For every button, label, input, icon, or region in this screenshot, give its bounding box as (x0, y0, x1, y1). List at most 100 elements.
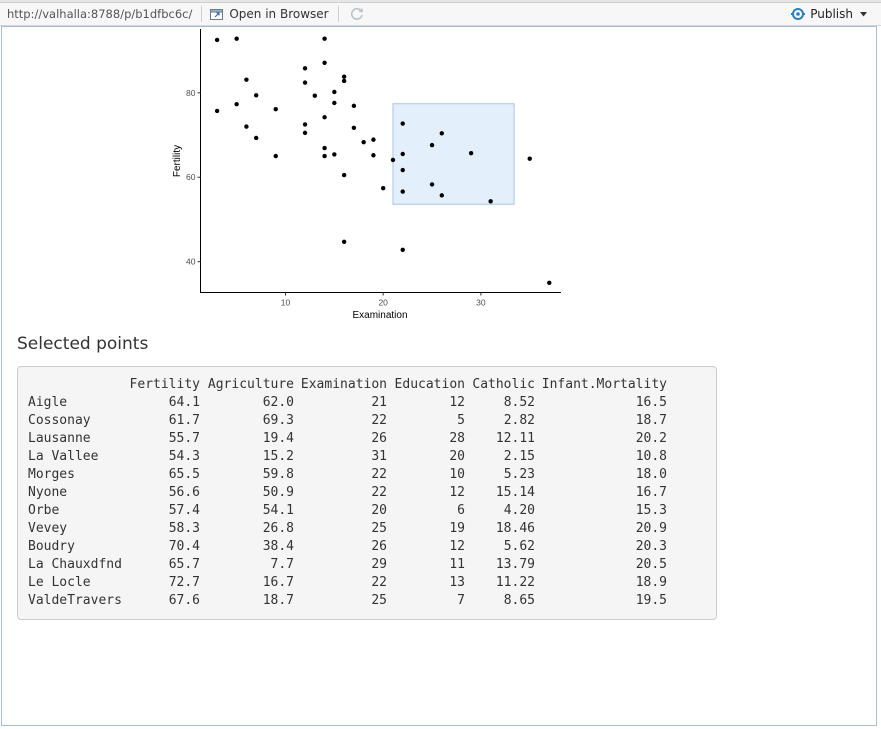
data-point[interactable] (322, 153, 327, 159)
data-point[interactable] (302, 66, 308, 71)
table-cell: 57.4 (168, 503, 200, 518)
data-point[interactable] (253, 93, 259, 98)
data-point[interactable] (214, 108, 220, 114)
table-cell: 19.4 (262, 431, 294, 446)
open-in-browser-label: Open in Browser (229, 7, 329, 21)
x-tick-label: 30 (476, 298, 486, 308)
data-point[interactable] (322, 60, 327, 65)
column-header: Examination (300, 377, 387, 392)
table-cell: Vevey (28, 521, 68, 536)
data-point[interactable] (341, 78, 347, 84)
table-cell: Orbe (28, 503, 60, 518)
table-row: Boudry 70.4 38.4 26 12 5.62 20.3 (28, 538, 716, 556)
url-display: http://valhalla:8788/p/b1dfbc6c/ (7, 7, 193, 21)
open-in-browser-button[interactable]: Open in Browser (210, 7, 329, 21)
data-point[interactable] (351, 103, 357, 109)
table-cell: 19.5 (635, 593, 667, 608)
table-cell: 5.62 (503, 539, 535, 554)
data-point[interactable] (400, 151, 405, 157)
data-point[interactable] (351, 125, 357, 131)
table-cell: 65.7 (168, 557, 200, 572)
data-point[interactable] (253, 135, 259, 141)
y-tick-label: 80 (186, 88, 196, 98)
table-cell: 12.11 (495, 431, 535, 446)
data-point[interactable] (371, 153, 376, 158)
data-point[interactable] (341, 74, 347, 79)
viewer-toolbar: http://valhalla:8788/p/b1dfbc6c/ Open in… (0, 3, 881, 26)
data-point[interactable] (400, 121, 405, 126)
table-cell: 64.1 (168, 395, 200, 410)
table-cell: 12 (449, 539, 465, 554)
table-cell: 54.3 (168, 449, 200, 464)
data-point[interactable] (302, 130, 308, 136)
table-cell: 19 (449, 521, 465, 536)
data-point[interactable] (322, 36, 327, 41)
data-point[interactable] (234, 101, 239, 107)
table-cell: 22 (371, 575, 387, 590)
data-point[interactable] (273, 107, 278, 112)
table-cell: 20.9 (635, 521, 667, 536)
data-point[interactable] (302, 122, 308, 127)
data-point[interactable] (322, 115, 327, 120)
data-point[interactable] (400, 247, 405, 253)
table-cell: 22 (371, 485, 387, 500)
data-point[interactable] (332, 152, 337, 157)
data-point[interactable] (527, 156, 532, 161)
data-point[interactable] (234, 36, 239, 41)
data-point[interactable] (244, 77, 249, 82)
table-cell: 12 (449, 395, 465, 410)
x-tick-label: 10 (281, 298, 291, 308)
data-point[interactable] (400, 167, 405, 173)
brush-selection[interactable] (392, 103, 515, 205)
table-cell: 20.3 (635, 539, 667, 554)
data-point[interactable] (429, 142, 435, 148)
data-point[interactable] (302, 80, 308, 85)
data-point[interactable] (244, 124, 249, 129)
table-cell: 55.7 (168, 431, 200, 446)
data-point[interactable] (547, 280, 552, 285)
toolbar-separator (201, 6, 203, 22)
data-point[interactable] (429, 182, 435, 187)
open-in-browser-icon (210, 9, 224, 20)
table-cell: 5.23 (503, 467, 535, 482)
table-cell: 22 (371, 467, 387, 482)
table-cell: 10.8 (635, 449, 667, 464)
data-point[interactable] (332, 100, 337, 106)
data-point[interactable] (380, 185, 386, 191)
table-cell: 54.1 (262, 503, 294, 518)
y-tick-label: 60 (186, 172, 196, 182)
table-cell: 21 (371, 395, 387, 410)
data-point[interactable] (341, 239, 347, 245)
data-point[interactable] (322, 145, 327, 151)
data-point[interactable] (332, 89, 337, 95)
data-point[interactable] (488, 199, 493, 204)
table-cell: 7 (457, 593, 465, 608)
table-row: La Vallee 54.3 15.2 31 20 2.15 10.8 (28, 448, 716, 466)
column-header: Infant.Mortality (541, 377, 667, 392)
data-point[interactable] (341, 172, 347, 178)
data-point[interactable] (273, 153, 278, 159)
data-point[interactable] (390, 157, 396, 163)
table-cell: 5 (457, 413, 465, 428)
refresh-icon[interactable] (349, 6, 365, 22)
data-point[interactable] (468, 150, 474, 156)
table-cell: 13 (449, 575, 465, 590)
table-cell: 20.5 (635, 557, 667, 572)
data-point[interactable] (371, 137, 376, 142)
table-cell: 26.8 (262, 521, 294, 536)
data-point[interactable] (439, 193, 445, 198)
data-point[interactable] (439, 131, 445, 136)
data-point[interactable] (361, 139, 366, 145)
data-point[interactable] (400, 189, 405, 194)
scatter-plot[interactable]: 10 20 30 40 60 80 Examination Fertility (2, 27, 876, 325)
table-cell: 29 (371, 557, 387, 572)
selected-points-heading: Selected points (17, 334, 149, 354)
table-row: ValdeTravers 67.6 18.7 25 7 8.65 19.5 (28, 592, 716, 610)
data-point[interactable] (312, 93, 318, 98)
publish-button[interactable]: Publish (790, 7, 871, 21)
data-point[interactable] (214, 37, 220, 43)
table-cell: 20.2 (635, 431, 667, 446)
table-cell: 11.22 (495, 575, 535, 590)
table-cell: Le Locle (28, 575, 91, 590)
table-row: Orbe 57.4 54.1 20 6 4.20 15.3 (28, 502, 716, 520)
